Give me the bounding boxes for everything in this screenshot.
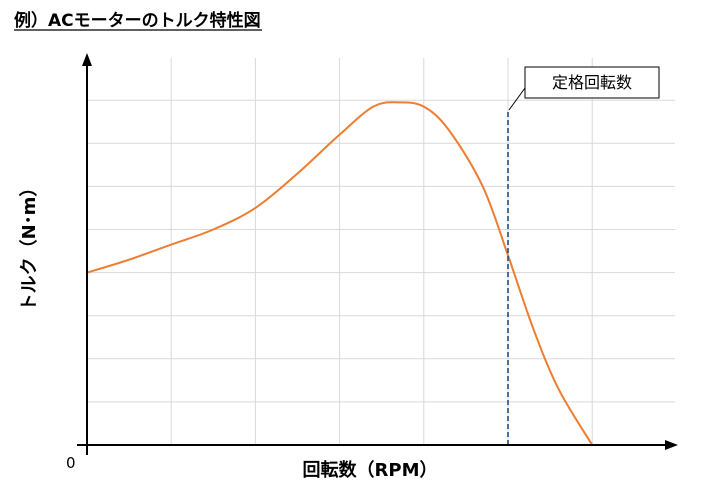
x-axis-arrowhead <box>665 440 678 450</box>
chart-title: 例）ACモーターのトルク特性図 <box>14 10 261 31</box>
rated-speed-label: 定格回転数 <box>552 73 632 92</box>
series-layer <box>86 101 594 446</box>
annotation-layer: 定格回転数 <box>507 66 660 445</box>
x-axis-label: 回転数（RPM） <box>303 459 438 481</box>
y-axis-label: トルク（N･m） <box>19 179 40 312</box>
axes <box>77 53 678 455</box>
callout-leader-line <box>508 87 526 111</box>
torque-curve-line <box>86 101 594 446</box>
y-axis-arrowhead <box>82 53 92 66</box>
callout-box <box>524 66 660 99</box>
grid <box>87 58 675 445</box>
origin-label: 0 <box>66 454 76 472</box>
